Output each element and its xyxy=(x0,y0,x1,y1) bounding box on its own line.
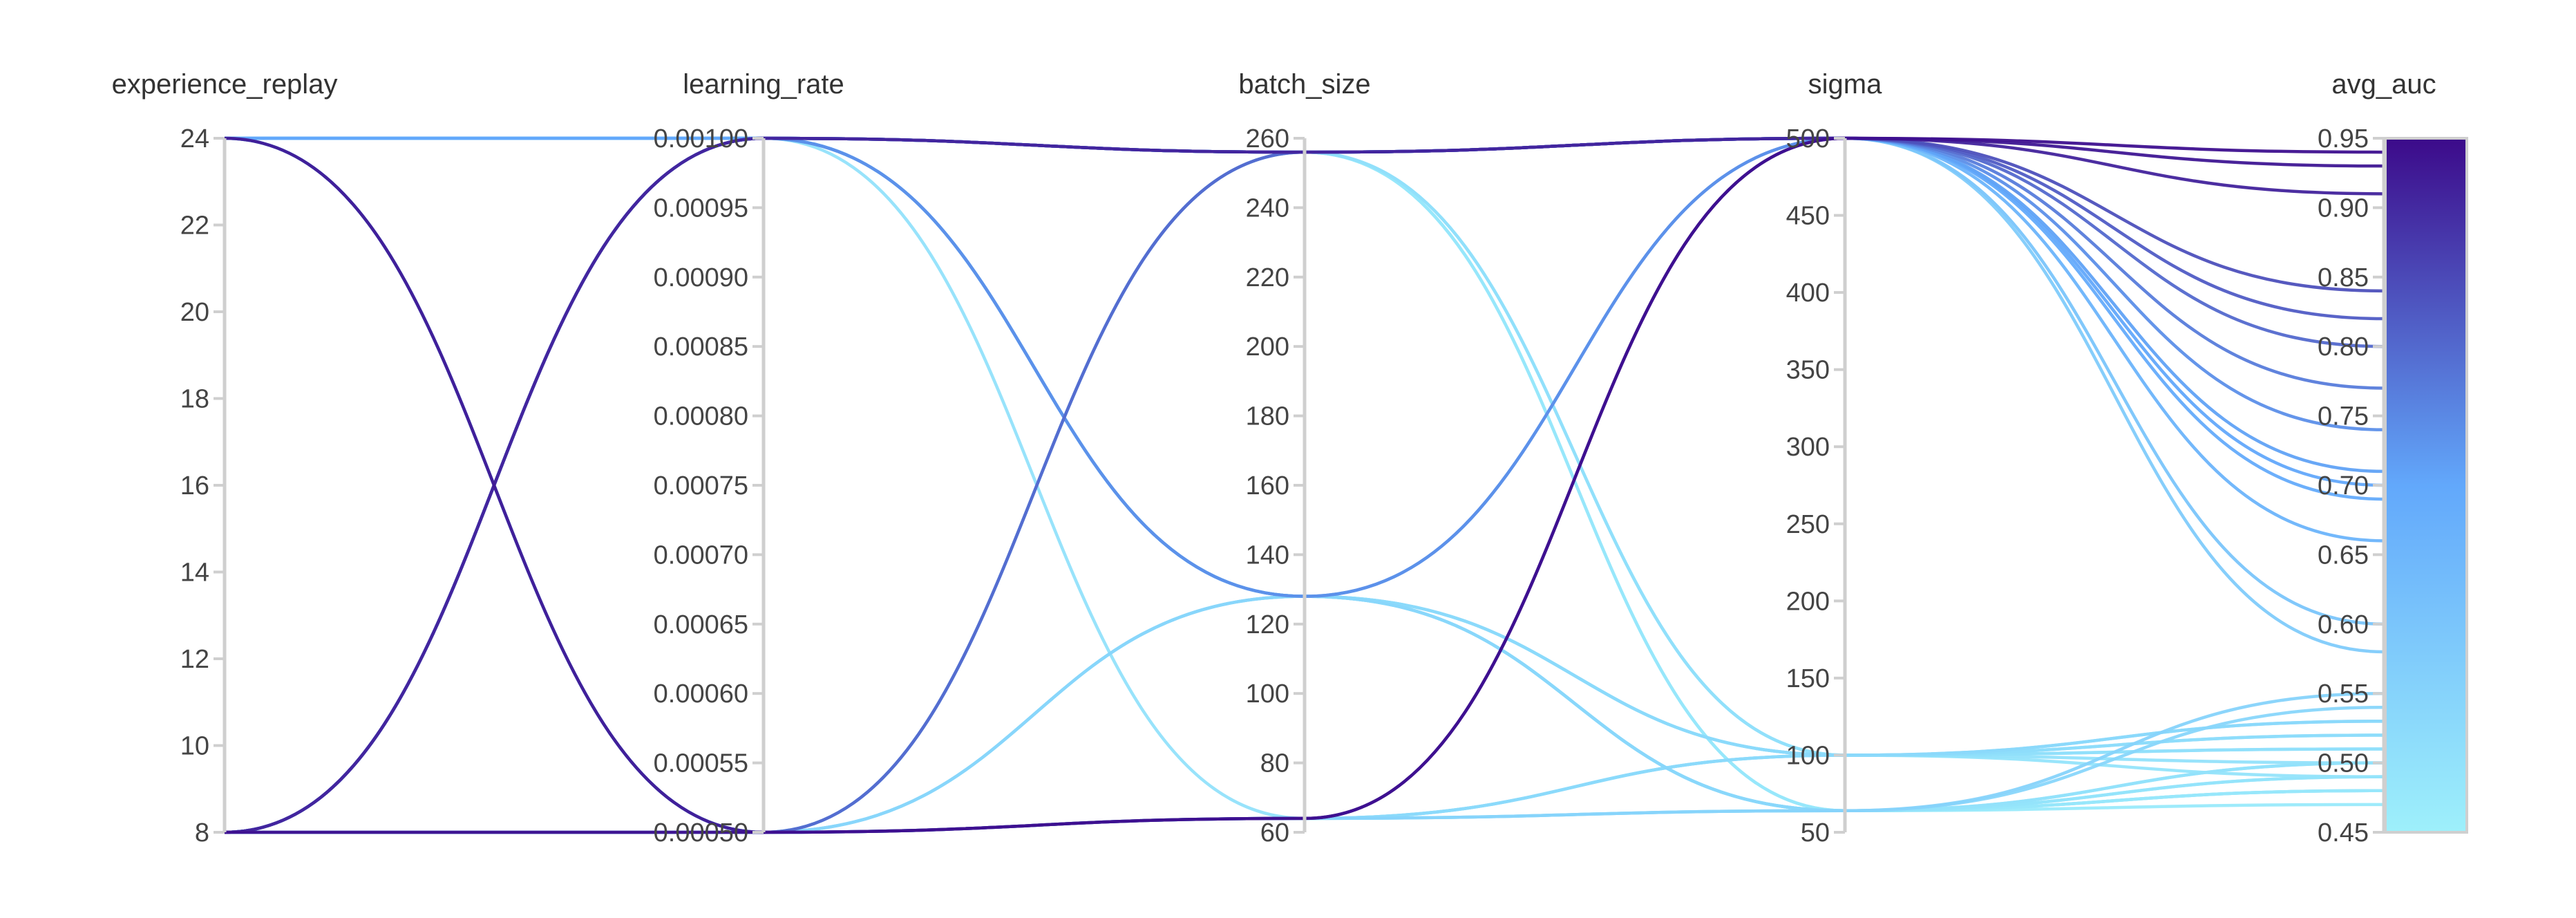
tick-label-batch_size-9: 80 xyxy=(1260,749,1289,778)
tick-label-experience_replay-1: 22 xyxy=(180,212,209,241)
tick-label-sigma-2: 400 xyxy=(1786,279,1830,308)
tick-label-avg_auc-3: 0.80 xyxy=(2318,332,2369,362)
tick-label-learning_rate-9: 0.00055 xyxy=(654,749,748,778)
tick-label-experience_replay-0: 24 xyxy=(180,124,209,153)
tick-label-experience_replay-3: 18 xyxy=(180,385,209,414)
tick-label-avg_auc-1: 0.90 xyxy=(2318,194,2369,223)
tick-label-learning_rate-0: 0.00100 xyxy=(654,124,748,153)
tick-label-avg_auc-6: 0.65 xyxy=(2318,541,2369,570)
tick-label-learning_rate-2: 0.00090 xyxy=(654,263,748,292)
tick-label-sigma-3: 350 xyxy=(1786,356,1830,385)
tick-label-learning_rate-5: 0.00075 xyxy=(654,471,748,500)
tick-label-batch_size-7: 120 xyxy=(1246,610,1289,639)
tick-label-avg_auc-7: 0.60 xyxy=(2318,610,2369,639)
tick-label-batch_size-1: 240 xyxy=(1246,194,1289,223)
colorbar xyxy=(2384,137,2468,834)
tick-label-sigma-4: 300 xyxy=(1786,433,1830,462)
axis-title-avg_auc: avg_auc xyxy=(2331,69,2436,100)
tick-label-sigma-1: 450 xyxy=(1786,202,1830,231)
tick-label-batch_size-8: 100 xyxy=(1246,680,1289,709)
tick-label-learning_rate-6: 0.00070 xyxy=(654,541,748,570)
tick-label-batch_size-2: 220 xyxy=(1246,263,1289,292)
axis-batch_size: batch_size 260 240 220 200 180 160 140 120 100 80 6… xyxy=(1238,69,1370,847)
tick-label-avg_auc-5: 0.70 xyxy=(2318,471,2369,500)
tick-label-learning_rate-7: 0.00065 xyxy=(654,610,748,639)
axis-avg_auc: avg_auc 0.95 0.90 0.85 0.80 0.75 0.70 0.65 0.60 0… xyxy=(2318,69,2436,847)
tick-label-experience_replay-7: 10 xyxy=(180,732,209,761)
tick-label-experience_replay-6: 12 xyxy=(180,645,209,674)
tick-label-batch_size-0: 260 xyxy=(1246,124,1289,153)
axis-title-sigma: sigma xyxy=(1808,69,1882,100)
tick-label-avg_auc-9: 0.50 xyxy=(2318,749,2369,778)
tick-label-sigma-9: 50 xyxy=(1801,818,1830,847)
tick-label-learning_rate-3: 0.00085 xyxy=(654,332,748,362)
tick-label-avg_auc-4: 0.75 xyxy=(2318,402,2369,431)
tick-label-learning_rate-4: 0.00080 xyxy=(654,402,748,431)
tick-label-learning_rate-8: 0.00060 xyxy=(654,680,748,709)
tick-label-batch_size-3: 200 xyxy=(1246,332,1289,362)
tick-label-sigma-0: 500 xyxy=(1786,124,1830,153)
tick-label-avg_auc-0: 0.95 xyxy=(2318,124,2369,153)
tick-label-learning_rate-10: 0.00050 xyxy=(654,818,748,847)
tick-label-learning_rate-1: 0.00095 xyxy=(654,194,748,223)
tick-label-sigma-7: 150 xyxy=(1786,664,1830,693)
tick-label-avg_auc-2: 0.85 xyxy=(2318,263,2369,292)
colorbar-border xyxy=(2384,137,2468,834)
tick-label-sigma-6: 200 xyxy=(1786,587,1830,616)
run-line-25 xyxy=(224,136,2385,834)
tick-label-sigma-5: 250 xyxy=(1786,510,1830,539)
tick-label-sigma-8: 100 xyxy=(1786,741,1830,770)
tick-label-avg_auc-10: 0.45 xyxy=(2318,818,2369,847)
axis-title-experience_replay: experience_replay xyxy=(112,69,338,100)
run-line-0 xyxy=(224,136,2385,834)
tick-label-batch_size-6: 140 xyxy=(1246,541,1289,570)
tick-label-batch_size-5: 160 xyxy=(1246,471,1289,500)
tick-label-batch_size-10: 60 xyxy=(1260,818,1289,847)
axis-title-batch_size: batch_size xyxy=(1238,69,1370,100)
axis-title-learning_rate: learning_rate xyxy=(683,69,844,100)
axis-experience_replay: experience_replay 24 22 20 18 16 14 12 10 8 xyxy=(112,69,338,847)
tick-label-experience_replay-8: 8 xyxy=(195,818,209,847)
tick-label-experience_replay-4: 16 xyxy=(180,471,209,500)
tick-label-experience_replay-5: 14 xyxy=(180,559,209,588)
axis-sigma: sigma 500 450 400 350 300 250 200 150 100 50 xyxy=(1786,69,1883,847)
axis-learning_rate: learning_rate 0.00100 0.00095 0.00090 0.0008… xyxy=(654,69,844,847)
tick-label-experience_replay-2: 20 xyxy=(180,298,209,327)
tick-label-avg_auc-8: 0.55 xyxy=(2318,680,2369,709)
colorbar-gradient xyxy=(2385,138,2467,832)
axes: experience_replay 24 22 20 18 16 14 12 10 8 learni… xyxy=(112,69,2436,847)
tick-label-batch_size-4: 180 xyxy=(1246,402,1289,431)
